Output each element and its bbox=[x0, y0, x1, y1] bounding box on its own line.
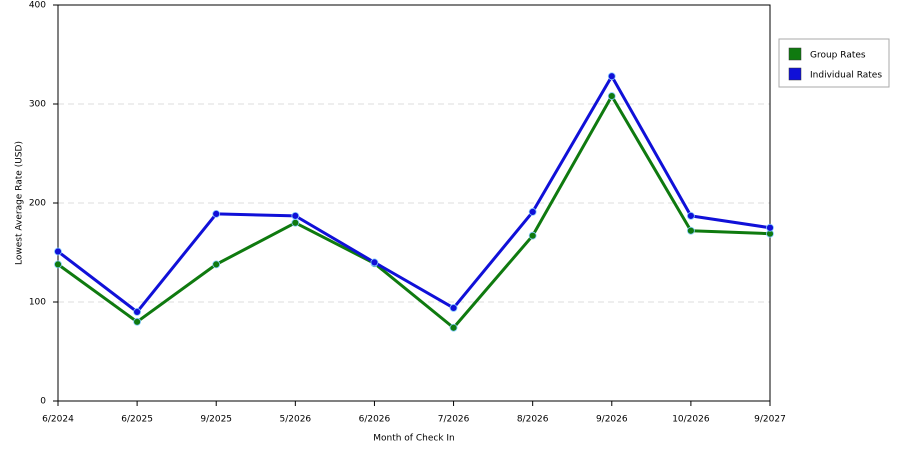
x-tick-label: 6/2024 bbox=[42, 415, 74, 425]
data-point bbox=[607, 92, 616, 100]
data-point bbox=[528, 208, 537, 216]
x-tick-label: 6/2026 bbox=[359, 415, 391, 425]
x-tick-label: 9/2027 bbox=[754, 415, 786, 425]
y-tick-label: 0 bbox=[40, 397, 46, 407]
data-point bbox=[370, 258, 379, 267]
x-tick-label: 5/2026 bbox=[279, 415, 311, 425]
data-point bbox=[212, 209, 221, 218]
legend-swatch bbox=[788, 67, 802, 81]
data-point bbox=[686, 226, 695, 235]
x-tick-label: 6/2025 bbox=[121, 415, 153, 425]
x-tick-label: 10/2026 bbox=[672, 415, 710, 425]
x-tick-label: 9/2026 bbox=[596, 415, 628, 425]
data-point bbox=[686, 211, 695, 220]
y-tick-label: 200 bbox=[29, 199, 46, 209]
data-point bbox=[54, 247, 62, 256]
data-point bbox=[133, 317, 142, 326]
data-point bbox=[528, 231, 537, 240]
y-axis-label: Lowest Average Rate (USD) bbox=[15, 141, 25, 265]
data-point bbox=[212, 260, 221, 269]
series-line bbox=[57, 74, 771, 314]
plot-frame bbox=[57, 4, 771, 402]
data-point bbox=[766, 223, 774, 232]
x-tick-label: 7/2026 bbox=[438, 415, 470, 425]
data-point bbox=[291, 218, 300, 227]
series-line bbox=[57, 94, 771, 330]
y-tick-label: 100 bbox=[29, 298, 46, 308]
x-tick-label: 9/2025 bbox=[200, 415, 232, 425]
data-point bbox=[291, 211, 300, 220]
data-point bbox=[54, 260, 62, 269]
data-point bbox=[607, 72, 616, 81]
x-tick-label: 8/2026 bbox=[517, 415, 549, 425]
x-axis-label: Month of Check In bbox=[373, 434, 455, 444]
y-tick-label: 400 bbox=[29, 1, 46, 11]
data-point bbox=[449, 304, 458, 312]
data-point bbox=[449, 323, 458, 332]
legend-label: Individual Rates bbox=[810, 71, 882, 81]
data-point bbox=[133, 307, 142, 316]
legend-label: Group Rates bbox=[810, 51, 866, 61]
y-tick-label: 300 bbox=[29, 100, 46, 110]
legend-swatch bbox=[788, 47, 802, 61]
